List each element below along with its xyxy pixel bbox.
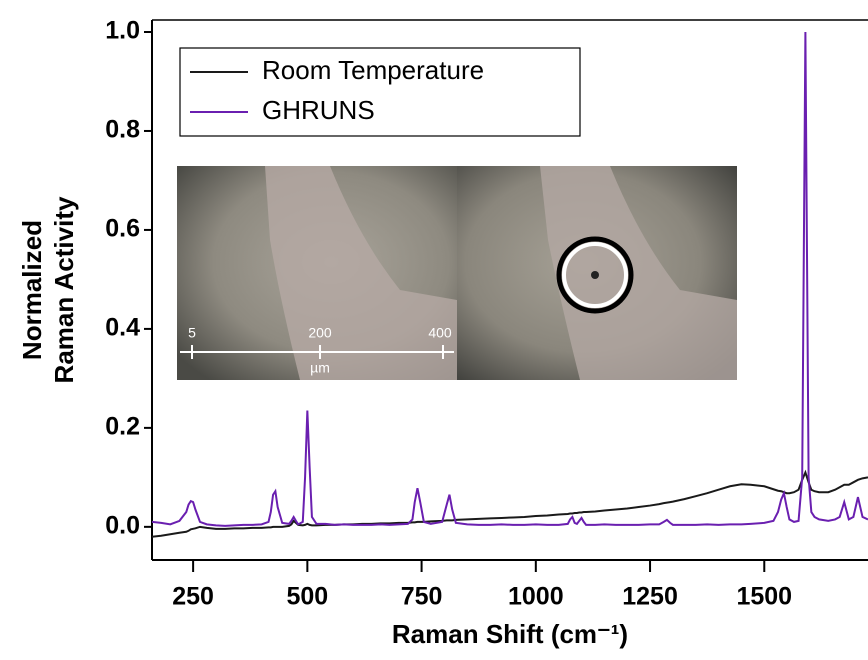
- x-tick-label: 1500: [736, 583, 792, 611]
- plot-area: [152, 31, 868, 538]
- y-axis-label: Normalized: [17, 220, 47, 360]
- focus-spot: [591, 271, 599, 279]
- y-axis-label: Raman Activity: [49, 196, 79, 383]
- x-tick-label: 250: [172, 583, 214, 611]
- x-tick-label: 750: [401, 583, 443, 611]
- x-axis-label: Raman Shift (cm⁻¹): [392, 619, 628, 649]
- scale-unit: µm: [310, 360, 330, 376]
- photo-texture: [265, 166, 457, 380]
- x-tick-label: 1250: [622, 583, 678, 611]
- series-line: [152, 469, 868, 538]
- y-tick-label: 0.0: [105, 511, 140, 539]
- legend-box: [179, 47, 581, 137]
- axes: [151, 19, 868, 561]
- scale-label: 5: [188, 325, 196, 341]
- legend-label: Room Temperature: [262, 55, 484, 85]
- y-tick-label: 1.0: [105, 17, 140, 45]
- scale-label: 200: [308, 325, 332, 341]
- focus-circle: [562, 242, 628, 308]
- y-tick-label: 0.2: [105, 412, 140, 440]
- legend-label: GHRUNS: [262, 95, 375, 125]
- y-tick-label: 0.4: [105, 314, 140, 342]
- inset-photo: 5 200 400 µm: [177, 166, 737, 380]
- y-tick-label: 0.6: [105, 215, 140, 243]
- series-line: [152, 31, 868, 527]
- scale-label: 400: [428, 325, 452, 341]
- y-tick-label: 0.8: [105, 116, 140, 144]
- focus-circle: [556, 236, 634, 314]
- x-tick-label: 1000: [508, 583, 564, 611]
- x-tick-label: 500: [286, 583, 328, 611]
- photo-texture: [540, 166, 737, 380]
